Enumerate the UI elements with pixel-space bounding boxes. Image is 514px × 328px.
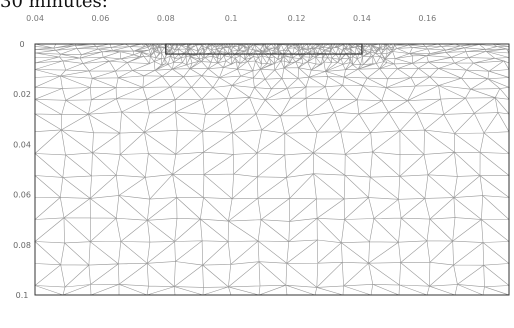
caption-text: 30 minutes: [0,0,108,12]
x-tick-label: 0.1 [225,14,238,23]
y-tick-label: 0.06 [13,191,31,200]
mesh-edges [33,42,511,296]
y-tick-label: 0.02 [13,90,31,99]
x-tick-label: 0.12 [288,14,306,23]
y-tick-label: 0.1 [16,291,29,300]
triangular-mesh [33,42,511,296]
domain-outline [34,43,510,296]
x-axis-ticks: 0.04 0.06 0.08 0.1 0.12 0.14 0.16 [26,14,436,23]
y-tick-label: 0.04 [13,140,31,149]
y-tick-label: 0.08 [13,241,31,250]
y-axis-ticks: 0 0.02 0.04 0.06 0.08 0.1 [13,40,31,300]
inset-rectangle [165,43,363,55]
x-tick-label: 0.06 [91,14,109,23]
y-tick-label: 0 [19,40,24,49]
x-tick-label: 0.14 [353,14,371,23]
x-tick-label: 0.16 [418,14,436,23]
x-tick-label: 0.08 [157,14,175,23]
x-tick-label: 0.04 [26,14,44,23]
